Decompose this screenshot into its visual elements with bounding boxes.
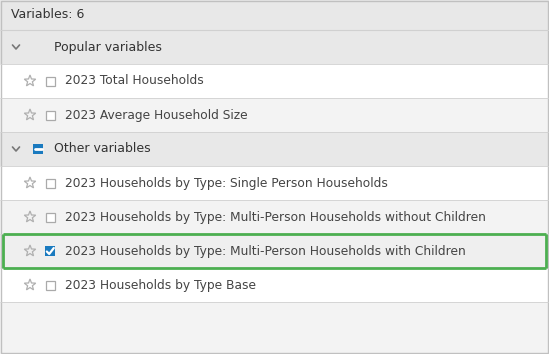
Text: Other variables: Other variables [54,143,150,155]
Text: Popular variables: Popular variables [54,40,162,53]
Text: 2023 Households by Type: Single Person Households: 2023 Households by Type: Single Person H… [65,177,388,189]
Bar [0,98,549,132]
Bar [46,110,54,120]
Bar [33,144,43,154]
Bar [0,234,549,268]
Bar [46,280,54,290]
Text: 2023 Households by Type Base: 2023 Households by Type Base [65,279,256,291]
Bar [0,200,549,234]
Bar [0,30,549,64]
Bar [0,166,549,200]
Bar [46,178,54,188]
Bar [46,212,54,222]
Bar [0,268,549,302]
Text: 2023 Households by Type: Multi-Person Households without Children: 2023 Households by Type: Multi-Person Ho… [65,211,486,223]
Bar [0,132,549,166]
Bar [0,64,549,98]
Text: Variables: 6: Variables: 6 [11,8,85,22]
Bar [46,76,54,86]
Text: 2023 Households by Type: Multi-Person Households with Children: 2023 Households by Type: Multi-Person Ho… [65,245,466,257]
Text: 2023 Average Household Size: 2023 Average Household Size [65,108,248,121]
Bar [0,0,549,30]
Bar [45,246,55,256]
Text: 2023 Total Households: 2023 Total Households [65,74,204,87]
